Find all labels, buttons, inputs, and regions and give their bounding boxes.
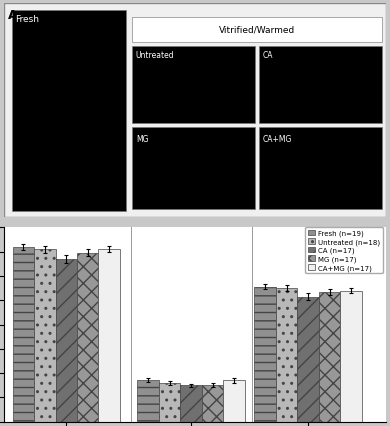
Bar [276, 288, 298, 422]
Bar [132, 18, 382, 43]
Text: MG: MG [136, 134, 148, 144]
Bar [132, 47, 255, 124]
Legend: Fresh (n=19), Untreated (n=18), CA (n=17), MG (n=17), CA+MG (n=17): Fresh (n=19), Untreated (n=18), CA (n=17… [305, 227, 383, 273]
Text: CA: CA [263, 51, 273, 60]
Bar [159, 383, 180, 422]
Bar [12, 11, 126, 211]
Bar [319, 292, 340, 422]
Bar [77, 253, 98, 422]
Text: Fresh: Fresh [15, 15, 39, 24]
Bar [259, 47, 382, 124]
Bar [298, 297, 319, 422]
Bar [132, 128, 255, 209]
Bar [181, 386, 202, 422]
Text: Untreated: Untreated [136, 51, 174, 60]
Bar [259, 128, 382, 209]
Bar [12, 247, 34, 422]
Bar [98, 250, 120, 422]
Text: Vitrified/Warmed: Vitrified/Warmed [219, 26, 295, 35]
Text: CA+MG: CA+MG [263, 134, 292, 144]
Text: A: A [8, 9, 17, 21]
Bar [340, 291, 362, 422]
Bar [223, 380, 245, 422]
Bar [138, 380, 159, 422]
Bar [255, 287, 276, 422]
Bar [56, 259, 77, 422]
Bar [202, 386, 223, 422]
Bar [34, 250, 56, 422]
